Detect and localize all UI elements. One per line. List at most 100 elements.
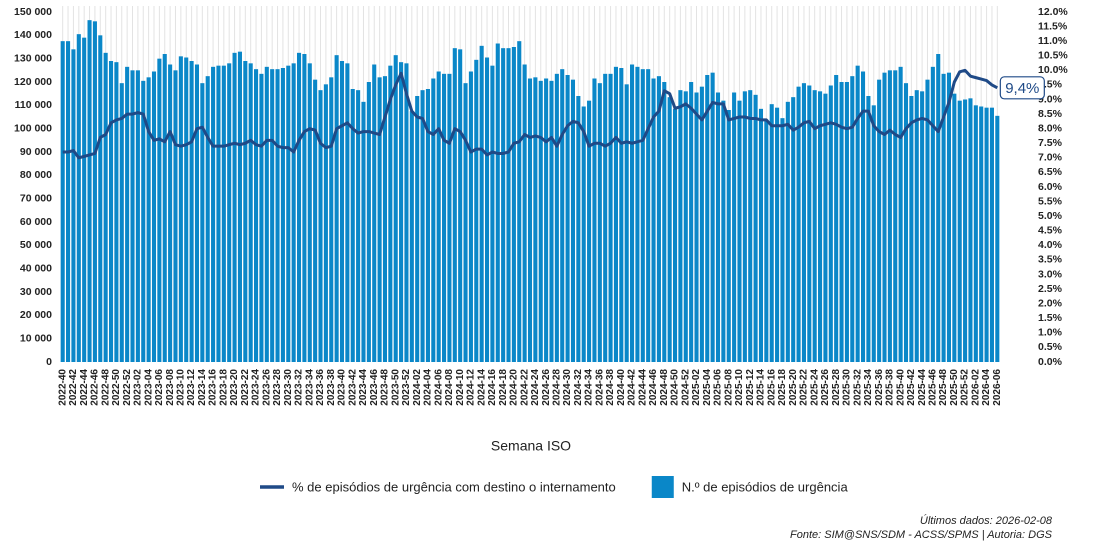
x-tick-label: 2024-50 [670, 369, 681, 406]
bar [860, 71, 866, 362]
x-tick-label: 2023-32 [294, 369, 305, 406]
bar [699, 86, 704, 363]
bar [130, 70, 135, 362]
y-tick-label: 90 000 [20, 146, 52, 158]
bar [807, 85, 812, 362]
x-tick-label: 2023-30 [283, 369, 294, 406]
footnote: Últimos dados: 2026-02-08 [920, 514, 1053, 527]
x-tick-label: 2025-18 [777, 369, 788, 406]
bar [60, 41, 65, 363]
x-tick-label: 2023-20 [229, 369, 240, 406]
y-tick-label: 140 000 [14, 29, 52, 41]
bar [753, 94, 758, 362]
bar [635, 66, 640, 362]
x-tick-label: 2024-08 [444, 369, 455, 406]
bar [318, 90, 323, 363]
bar [941, 73, 946, 362]
x-tick-label: 2026-04 [981, 369, 992, 406]
x-tick-label: 2025-26 [820, 369, 831, 406]
bar [544, 78, 549, 362]
bar [463, 83, 468, 363]
bar [339, 61, 345, 362]
y2-tick-label: 5.5% [1038, 195, 1063, 207]
x-tick-label: 2023-36 [315, 369, 326, 406]
y2-tick-label: 8.5% [1038, 108, 1063, 120]
bar [474, 59, 479, 362]
bar [705, 75, 710, 362]
y2-tick-label: 2.5% [1038, 283, 1063, 295]
bar [613, 66, 618, 362]
bar [393, 55, 398, 363]
x-tick-label: 2024-18 [498, 369, 509, 406]
bar [672, 108, 678, 362]
x-tick-label: 2024-26 [541, 369, 552, 406]
x-tick-label: 2025-42 [906, 369, 917, 406]
x-tick-label: 2024-02 [412, 369, 423, 406]
bar [871, 105, 876, 362]
x-tick-label: 2024-38 [605, 369, 616, 406]
y2-tick-label: 0.5% [1038, 341, 1063, 353]
bar [780, 118, 785, 363]
x-tick-label: 2024-40 [616, 369, 627, 406]
y2-tick-label: 2.0% [1038, 297, 1063, 309]
bar [748, 90, 753, 363]
x-tick-label: 2025-22 [799, 369, 810, 406]
y2-tick-label: 3.0% [1038, 268, 1063, 280]
line [62, 68, 999, 160]
bar [979, 106, 984, 362]
bar [431, 78, 436, 362]
y2-tick-label: 12.0% [1038, 6, 1068, 18]
x-tick-label: 2024-04 [423, 369, 434, 406]
bar [850, 76, 855, 363]
x-tick-label: 2023-02 [133, 369, 144, 406]
x-tick-label: 2022-48 [100, 369, 111, 406]
y2-tick-label: 4.5% [1038, 225, 1063, 237]
bar [936, 54, 941, 362]
y-tick-label: 20 000 [20, 309, 52, 321]
x-tick-label: 2023-50 [390, 369, 401, 406]
bar [785, 101, 790, 362]
x-tick-label: 2025-12 [745, 369, 756, 406]
bar [356, 90, 361, 363]
bar [221, 65, 226, 363]
bar [898, 66, 903, 362]
y2-tick-label: 7.5% [1038, 137, 1063, 149]
bar [382, 76, 388, 363]
bar [592, 78, 597, 362]
x-tick-label: 2023-34 [304, 369, 315, 406]
x-tick-label: 2024-24 [530, 369, 541, 406]
bar [839, 82, 844, 362]
x-tick-label: 2024-22 [519, 369, 530, 406]
legend-label: N.º de episódios de urgência [682, 479, 849, 494]
bar [313, 79, 318, 363]
bar [506, 48, 511, 363]
bar [98, 35, 103, 362]
bar [732, 92, 737, 362]
bar [211, 66, 216, 362]
x-tick-label: 2024-30 [562, 369, 573, 406]
y-tick-label: 60 000 [20, 216, 52, 228]
bar [581, 106, 586, 362]
bar [834, 75, 839, 362]
bar [259, 73, 264, 362]
bar [404, 63, 409, 362]
x-tick-label: 2024-34 [584, 369, 595, 406]
x-tick-label: 2024-06 [433, 369, 444, 406]
x-tick-label: 2022-44 [79, 369, 90, 406]
bar [597, 83, 602, 363]
x-tick-label: 2025-10 [734, 369, 745, 406]
x-tick-label: 2025-34 [863, 369, 874, 406]
x-tick-label: 2023-46 [369, 369, 380, 406]
bar [683, 91, 688, 362]
y-tick-label: 40 000 [20, 262, 52, 274]
bar [549, 80, 554, 362]
x-tick-label: 2022-50 [111, 369, 122, 406]
y2-tick-label: 11.0% [1038, 35, 1068, 47]
bar [87, 20, 92, 363]
bar [812, 90, 817, 363]
x-tick-label: 2023-26 [261, 369, 272, 406]
x-tick-label: 2022-40 [57, 369, 68, 406]
bar [248, 63, 253, 362]
bar [678, 90, 683, 363]
